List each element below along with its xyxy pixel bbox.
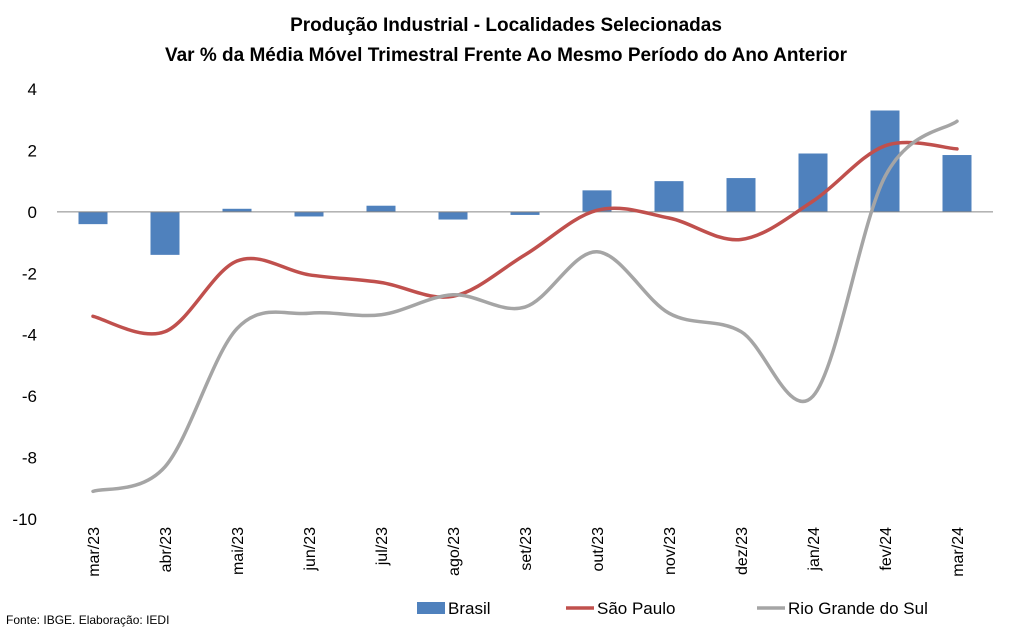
legend: Brasil São Paulo Rio Grande do Sul [417, 599, 928, 618]
x-tick-label: ago/23 [446, 527, 463, 576]
x-tick-label: mar/24 [950, 527, 967, 577]
y-tick-label: -6 [22, 387, 37, 406]
line-rio-grande-do-sul [91, 119, 959, 494]
y-tick-label: 2 [28, 141, 37, 160]
chart-subtitle: Var % da Média Móvel Trimestral Frente A… [165, 45, 848, 66]
y-tick-label: -10 [12, 510, 37, 529]
bar-series-brasil [78, 110, 972, 255]
bar-mar-24 [942, 155, 972, 212]
x-axis: mar/23 abr/23 mai/23 jun/23 jul/23 ago/23 set/… [86, 527, 967, 577]
y-tick-label: -2 [22, 264, 37, 283]
line-series [91, 119, 959, 494]
bar-set-23 [510, 211, 540, 215]
x-tick-label: mai/23 [230, 527, 247, 575]
bar-jun-23 [294, 211, 324, 217]
legend-swatch-brasil [417, 602, 445, 614]
x-tick-label: jul/23 [374, 527, 391, 566]
y-tick-label: 4 [28, 80, 37, 99]
bar-out-23 [582, 190, 612, 212]
y-tick-label: -8 [22, 449, 37, 468]
bar-mai-23 [222, 208, 252, 212]
x-tick-label: dez/23 [734, 527, 751, 575]
legend-label: Brasil [448, 599, 491, 618]
x-tick-label: jan/24 [806, 527, 823, 572]
x-tick-label: fev/24 [878, 527, 895, 571]
x-tick-label: abr/23 [158, 527, 175, 572]
bar-dez-23 [726, 178, 756, 212]
x-tick-label: jun/23 [302, 527, 319, 572]
bar-abr-23 [150, 211, 180, 255]
legend-label: São Paulo [597, 599, 675, 618]
y-axis: 4 2 0 -2 -4 -6 -8 -10 [12, 80, 37, 529]
legend-label: Rio Grande do Sul [788, 599, 928, 618]
line-s-o-paulo [91, 140, 959, 336]
bar-ago-23 [438, 211, 468, 220]
source-note: Fonte: IBGE. Elaboração: IEDI [6, 613, 169, 627]
bar-nov-23 [654, 181, 684, 212]
bar-mar-23 [78, 211, 108, 225]
chart-title: Produção Industrial - Localidades Seleci… [290, 15, 722, 36]
x-tick-label: nov/23 [662, 527, 679, 575]
x-tick-label: set/23 [518, 527, 535, 571]
y-tick-label: 0 [28, 203, 37, 222]
bar-jul-23 [366, 205, 396, 212]
x-tick-label: mar/23 [86, 527, 103, 577]
x-tick-label: out/23 [590, 527, 607, 572]
y-tick-label: -4 [22, 326, 37, 345]
